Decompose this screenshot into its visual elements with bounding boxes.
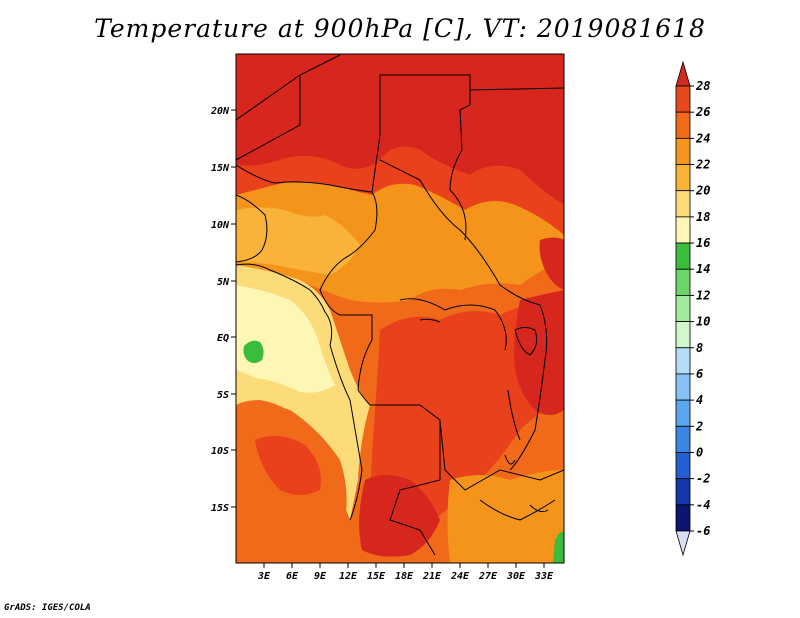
lat-label-15n: 15N bbox=[211, 163, 230, 174]
field-28-south bbox=[359, 475, 440, 557]
lon-label-30e: 30E bbox=[506, 571, 526, 582]
lon-label-27e: 27E bbox=[478, 571, 498, 582]
colorbar-segment bbox=[675, 295, 691, 322]
river-congo bbox=[419, 318, 441, 323]
colorbar-label: 2 bbox=[695, 419, 703, 433]
colorbar-segment bbox=[675, 164, 691, 192]
field-22-southeast bbox=[447, 470, 564, 563]
lat-label-10n: 10N bbox=[211, 220, 230, 231]
field-26-north bbox=[236, 146, 564, 235]
lon-label-3e: 3E bbox=[257, 571, 271, 582]
lake-tanganyika bbox=[504, 389, 521, 465]
colorbar-segment bbox=[675, 478, 691, 506]
lat-label-5s: 5S bbox=[217, 390, 229, 401]
border-zambia-south bbox=[479, 499, 556, 521]
borders bbox=[236, 54, 564, 556]
field-16-west bbox=[236, 285, 335, 393]
border-angola-zambia bbox=[389, 420, 441, 556]
temperature-field bbox=[236, 54, 564, 563]
colorbar-top-triangle bbox=[675, 60, 691, 87]
colorbar-segment bbox=[675, 111, 691, 139]
lon-label-9e: 9E bbox=[314, 571, 327, 582]
colorbar-segment bbox=[675, 425, 691, 453]
map-title: Temperature at 900hPa [C], VT: 201908161… bbox=[94, 14, 706, 43]
border-chad-sudan bbox=[371, 74, 471, 241]
lake-malawi bbox=[529, 504, 549, 513]
lon-axis: 3E 6E 9E 12E 15E 18E 21E 24E 27E 30E 33E bbox=[257, 563, 554, 582]
border-north bbox=[236, 54, 341, 161]
lat-axis: 20N 15N 10N 5N EQ 5S 10S 15S bbox=[210, 106, 236, 514]
colorbar-segment bbox=[675, 216, 691, 244]
border-car-drc bbox=[399, 298, 507, 351]
lon-label-24e: 24E bbox=[450, 571, 470, 582]
lat-label-15s: 15S bbox=[211, 503, 229, 514]
colorbar-label: 6 bbox=[696, 367, 703, 381]
lon-label-33e: 33E bbox=[534, 571, 554, 582]
lat-label-20n: 20N bbox=[210, 106, 230, 117]
lat-label-5n: 5N bbox=[217, 277, 230, 288]
colorbar-label: -6 bbox=[696, 524, 710, 538]
lon-label-18e: 18E bbox=[395, 571, 414, 582]
colorbar-label: 8 bbox=[696, 341, 703, 355]
lon-label-15e: 15E bbox=[367, 571, 386, 582]
colorbar-segment bbox=[675, 504, 691, 532]
colorbar-segment bbox=[675, 268, 691, 296]
colorbar-label: 28 bbox=[695, 79, 710, 93]
lake-victoria bbox=[514, 327, 538, 356]
colorbar-segment bbox=[675, 321, 691, 349]
field-26-southwest bbox=[255, 436, 321, 495]
colorbar-label: 16 bbox=[696, 236, 710, 250]
field-14-southeast bbox=[553, 531, 564, 563]
colorbar-segment bbox=[675, 347, 691, 375]
field-14-patch bbox=[243, 340, 264, 363]
coastline-west bbox=[236, 263, 363, 521]
map-frame bbox=[235, 53, 565, 564]
colorbar-segment bbox=[675, 137, 691, 165]
border-west bbox=[236, 194, 268, 263]
border-egypt bbox=[469, 87, 564, 91]
colorbar-segment bbox=[675, 242, 691, 270]
colorbar-label: 0 bbox=[696, 445, 703, 459]
colorbar-label: -4 bbox=[696, 498, 710, 512]
colorbar-label: -2 bbox=[696, 472, 710, 486]
field-28-north bbox=[236, 54, 564, 205]
colorbar-segment bbox=[675, 85, 691, 113]
colorbar-label: 22 bbox=[695, 158, 710, 172]
colorbar-label: 20 bbox=[695, 184, 710, 198]
lat-label-eq: EQ bbox=[217, 333, 229, 344]
colorbar-segment bbox=[675, 190, 691, 218]
colorbar-bottom-triangle bbox=[675, 530, 691, 557]
colorbar-segment bbox=[675, 399, 691, 427]
colorbar-label: 24 bbox=[695, 131, 710, 145]
colorbar-segment bbox=[675, 373, 691, 401]
lon-label-6e: 6E bbox=[286, 571, 299, 582]
credit-text: GrADS: IGES/COLA bbox=[4, 603, 91, 613]
lon-label-12e: 12E bbox=[339, 571, 358, 582]
colorbar-label: 10 bbox=[696, 315, 710, 329]
colorbar-segment bbox=[675, 452, 691, 480]
colorbar-label: 12 bbox=[696, 288, 710, 302]
colorbar-label: 4 bbox=[696, 393, 703, 407]
lon-label-21e: 21E bbox=[422, 571, 442, 582]
colorbar-label: 14 bbox=[696, 262, 710, 276]
colorbar-label: 18 bbox=[696, 210, 710, 224]
colorbar-label: 26 bbox=[695, 105, 710, 119]
border-east bbox=[379, 159, 548, 471]
border-main bbox=[236, 164, 564, 491]
field-28-northeast bbox=[539, 237, 564, 290]
lat-label-10s: 10S bbox=[211, 446, 229, 457]
field-28-east bbox=[514, 290, 564, 415]
